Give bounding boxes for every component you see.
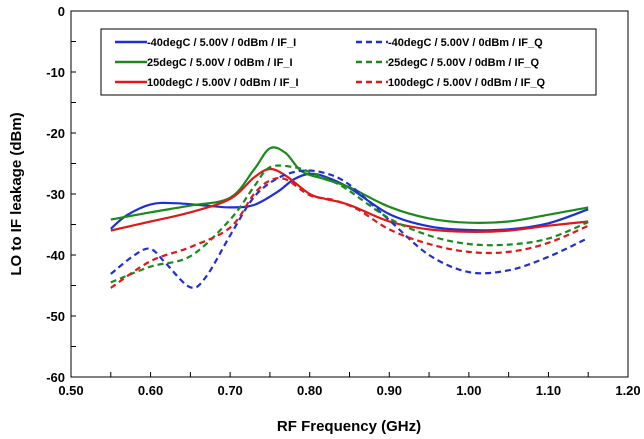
- x-tick-label: 1.10: [536, 383, 561, 398]
- y-tick-label: -50: [46, 309, 65, 324]
- legend-box: [100, 28, 597, 96]
- x-tick-label: 0.70: [217, 383, 242, 398]
- x-tick-label: 0.50: [58, 383, 83, 398]
- x-tick-label: 1.20: [615, 383, 640, 398]
- y-axis-title: LO to IF leakage (dBm): [8, 112, 25, 275]
- y-tick-label: -20: [46, 126, 65, 141]
- x-tick-label: 0.90: [377, 383, 402, 398]
- x-axis-title: RF Frequency (GHz): [277, 418, 421, 435]
- x-tick-label: 1.00: [456, 383, 481, 398]
- series-line-1: [110, 172, 589, 232]
- legend-label: 100degC / 5.00V / 0dBm / IF_I: [147, 77, 299, 89]
- y-tick-label: -40: [46, 248, 65, 263]
- axis-ticks: 0.50 0.60 0.70 0.80 0.90 1.00 1.10 1.20 0 -10 -20 -…: [46, 4, 640, 398]
- legend-label: 25degC / 5.00V / 0dBm / IF_I: [147, 57, 293, 69]
- series-line-4: [110, 169, 589, 289]
- legend-label: -40degC / 5.00V / 0dBm / IF_I: [147, 37, 296, 49]
- legend-label: -40degC / 5.00V / 0dBm / IF_Q: [388, 37, 543, 49]
- y-tick-label: -10: [46, 65, 65, 80]
- series-line-6: [110, 176, 589, 289]
- x-tick-label: 0.60: [138, 383, 163, 398]
- legend-label: 100degC / 5.00V / 0dBm / IF_Q: [388, 77, 546, 89]
- series-line-2: [110, 146, 589, 225]
- y-tick-label: -60: [46, 370, 65, 385]
- legend-label: 25degC / 5.00V / 0dBm / IF_Q: [388, 57, 539, 69]
- x-tick-label: 0.80: [297, 383, 322, 398]
- series-lines: [110, 146, 589, 289]
- y-tick-label: 0: [58, 4, 65, 19]
- y-tick-label: -30: [46, 187, 65, 202]
- legend: -40degC / 5.00V / 0dBm / IF_I 25degC / 5.…: [115, 37, 546, 89]
